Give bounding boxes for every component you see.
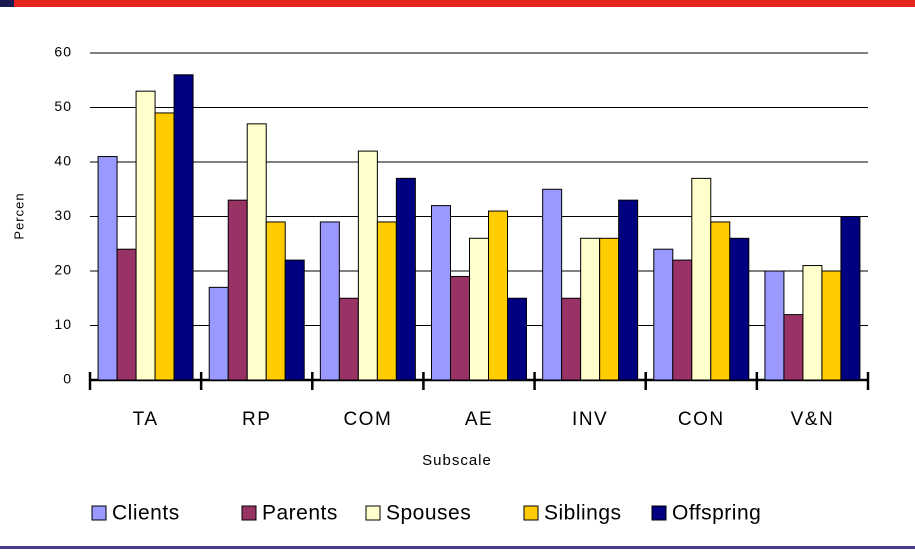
- bar: [729, 237, 750, 381]
- x-tick-label: V&N: [791, 409, 835, 430]
- x-tick-label: AE: [465, 409, 493, 430]
- bar: [116, 248, 137, 381]
- y-tick-label: 40: [54, 153, 72, 169]
- x-axis-label: Subscale: [422, 452, 492, 469]
- bar: [840, 216, 861, 381]
- y-tick-label: 60: [54, 44, 72, 60]
- legend-swatch: [91, 505, 107, 521]
- bar: [265, 221, 286, 381]
- bar: [97, 156, 118, 381]
- legend-swatch: [651, 505, 667, 521]
- bar: [821, 270, 842, 381]
- bar: [338, 297, 359, 381]
- bar: [507, 297, 527, 381]
- bar: [173, 74, 194, 381]
- x-tick-label: RP: [242, 409, 271, 430]
- legend-label: Clients: [112, 502, 180, 525]
- bar: [395, 177, 416, 381]
- legend-label: Spouses: [386, 502, 471, 525]
- x-tick-label: INV: [572, 409, 608, 430]
- bar: [357, 150, 378, 381]
- bar: [450, 275, 470, 381]
- x-tick-label: TA: [133, 409, 159, 430]
- y-axis-label: Percen: [11, 192, 26, 239]
- legend-label: Offspring: [672, 502, 761, 525]
- legend-label: Parents: [262, 502, 338, 525]
- x-tick-label: CON: [678, 409, 725, 430]
- bar: [580, 237, 601, 381]
- bar: [653, 248, 674, 381]
- y-tick-label: 10: [54, 316, 72, 332]
- bar: [783, 314, 804, 381]
- y-tick-label: 30: [54, 207, 72, 223]
- bar: [319, 221, 340, 381]
- bottom-rule: [0, 546, 915, 549]
- legend-swatch: [523, 505, 539, 521]
- bar: [618, 199, 639, 381]
- bar: [710, 221, 731, 381]
- bar: [561, 297, 582, 381]
- bar: [691, 177, 712, 381]
- bar: [542, 188, 563, 381]
- y-tick-label: 0: [63, 371, 72, 387]
- bar: [802, 265, 823, 381]
- banner-corner: [0, 0, 14, 7]
- bar: [599, 237, 620, 381]
- bar: [431, 205, 451, 381]
- legend-swatch: [365, 505, 381, 521]
- bar: [488, 210, 508, 381]
- bar: [208, 286, 229, 381]
- bar: [135, 90, 156, 381]
- bar: [284, 259, 305, 381]
- y-tick-label: 50: [54, 98, 72, 114]
- bar: [469, 237, 489, 381]
- top-banner: [0, 0, 915, 7]
- bar: [246, 123, 267, 381]
- bar: [227, 199, 248, 381]
- bar: [764, 270, 785, 381]
- bar: [154, 112, 175, 381]
- bar: [672, 259, 693, 381]
- legend-swatch: [241, 505, 257, 521]
- x-tick-label: COM: [343, 409, 392, 430]
- bar: [376, 221, 397, 381]
- legend-label: Siblings: [544, 502, 622, 525]
- y-tick-label: 20: [54, 262, 72, 278]
